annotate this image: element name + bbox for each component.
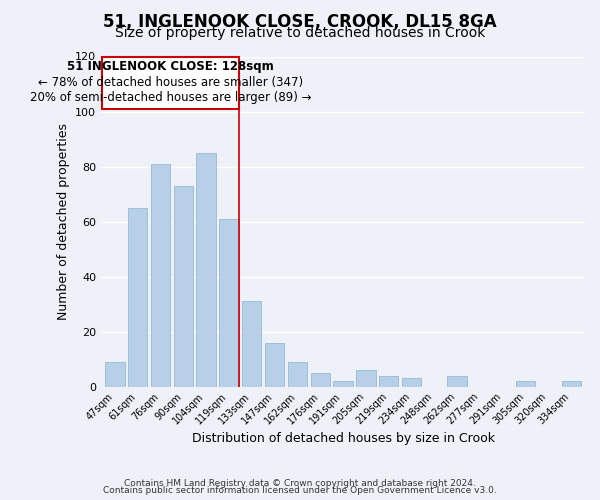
Bar [173,186,193,386]
Bar [379,376,398,386]
Bar [242,302,262,386]
Text: ← 78% of detached houses are smaller (347): ← 78% of detached houses are smaller (34… [38,76,303,89]
Bar [562,381,581,386]
Text: Contains public sector information licensed under the Open Government Licence v3: Contains public sector information licen… [103,486,497,495]
Bar [288,362,307,386]
Text: Size of property relative to detached houses in Crook: Size of property relative to detached ho… [115,26,485,40]
Text: Contains HM Land Registry data © Crown copyright and database right 2024.: Contains HM Land Registry data © Crown c… [124,478,476,488]
Bar [516,381,535,386]
Bar [196,153,216,386]
Bar [151,164,170,386]
Bar [128,208,148,386]
Bar [105,362,125,386]
Y-axis label: Number of detached properties: Number of detached properties [56,123,70,320]
Bar [356,370,376,386]
Bar [311,373,330,386]
Bar [448,376,467,386]
Bar [402,378,421,386]
Text: 51 INGLENOOK CLOSE: 128sqm: 51 INGLENOOK CLOSE: 128sqm [67,60,274,72]
X-axis label: Distribution of detached houses by size in Crook: Distribution of detached houses by size … [191,432,494,445]
Text: 20% of semi-detached houses are larger (89) →: 20% of semi-detached houses are larger (… [30,92,311,104]
Text: 51, INGLENOOK CLOSE, CROOK, DL15 8GA: 51, INGLENOOK CLOSE, CROOK, DL15 8GA [103,12,497,30]
Bar [265,342,284,386]
Bar [334,381,353,386]
FancyBboxPatch shape [102,56,239,109]
Bar [219,219,239,386]
